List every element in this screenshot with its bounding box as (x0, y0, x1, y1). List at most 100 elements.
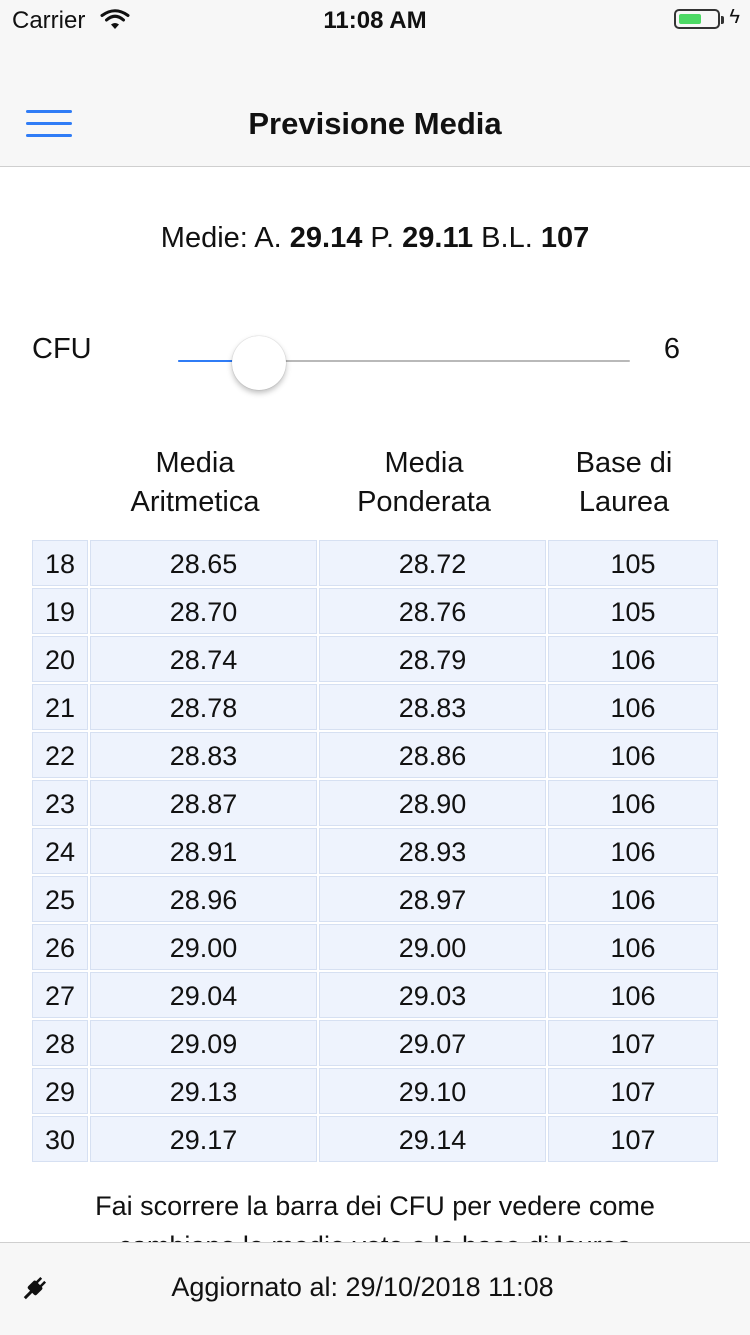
cell-arithmetic-average: 28.78 (90, 684, 317, 730)
cfu-label: CFU (32, 333, 92, 365)
table-row: 28 29.09 29.07 107 (32, 1020, 718, 1068)
cell-weighted-average: 28.93 (319, 828, 546, 874)
cell-cfu-grade: 24 (32, 828, 88, 874)
cell-weighted-average: 29.10 (319, 1068, 546, 1114)
cell-weighted-average: 28.83 (319, 684, 546, 730)
arithmetic-average-value: 29.14 (289, 222, 363, 254)
cell-arithmetic-average: 28.65 (90, 540, 317, 586)
cell-arithmetic-average: 28.83 (90, 732, 317, 778)
header-line: Media (384, 447, 464, 479)
table-row: 30 29.17 29.14 107 (32, 1116, 718, 1164)
cell-cfu-grade: 21 (32, 684, 88, 730)
header-line: Laurea (578, 486, 670, 518)
table-row: 18 28.65 28.72 105 (32, 540, 718, 588)
weighted-average-value: 29.11 (402, 222, 474, 254)
table-row: 22 28.83 28.86 106 (32, 732, 718, 780)
cell-degree-base: 106 (548, 636, 718, 682)
cell-degree-base: 106 (548, 828, 718, 874)
header-weighted-average: Media Ponderata (319, 444, 529, 522)
cfu-value: 6 (663, 333, 680, 365)
cell-weighted-average: 28.79 (319, 636, 546, 682)
cell-arithmetic-average: 29.04 (90, 972, 317, 1018)
weighted-label: P. (362, 222, 403, 254)
cell-cfu-grade: 28 (32, 1020, 88, 1066)
cell-weighted-average: 28.97 (319, 876, 546, 922)
cell-degree-base: 105 (548, 540, 718, 586)
cell-weighted-average: 28.86 (319, 732, 546, 778)
plug-icon[interactable] (18, 1273, 50, 1310)
cell-degree-base: 106 (548, 972, 718, 1018)
cfu-slider[interactable] (178, 336, 630, 390)
cell-degree-base: 107 (548, 1068, 718, 1114)
arithmetic-label: A. (254, 222, 290, 254)
last-updated-label: Aggiornato al: 29/10/2018 11:08 (171, 1272, 554, 1302)
header-line: Ponderata (357, 486, 491, 518)
header-line: Aritmetica (130, 486, 260, 518)
cell-cfu-grade: 20 (32, 636, 88, 682)
cell-weighted-average: 29.00 (319, 924, 546, 970)
cell-weighted-average: 28.72 (319, 540, 546, 586)
page-title: Previsione Media (248, 106, 502, 141)
cell-cfu-grade: 26 (32, 924, 88, 970)
instructions-text: Fai scorrere la barra dei CFU per vedere… (95, 1191, 655, 1242)
cell-degree-base: 105 (548, 588, 718, 634)
status-bar: Carrier 11:08 AM ϟ (0, 0, 750, 40)
status-time: 11:08 AM (323, 7, 427, 34)
slider-track (178, 360, 630, 362)
cell-cfu-grade: 25 (32, 876, 88, 922)
wifi-icon (100, 9, 130, 36)
cell-cfu-grade: 22 (32, 732, 88, 778)
cell-degree-base: 107 (548, 1020, 718, 1066)
table-row: 21 28.78 28.83 106 (32, 684, 718, 732)
header-line: Media (155, 447, 235, 479)
table-row: 29 29.13 29.10 107 (32, 1068, 718, 1116)
cell-arithmetic-average: 28.70 (90, 588, 317, 634)
cell-arithmetic-average: 28.74 (90, 636, 317, 682)
cell-weighted-average: 29.07 (319, 1020, 546, 1066)
prediction-table: 18 28.65 28.72 105 19 28.70 28.76 105 20 28.74 28.… (32, 540, 718, 1164)
cell-cfu-grade: 19 (32, 588, 88, 634)
degree-base-label: B.L. (473, 222, 541, 254)
cell-arithmetic-average: 29.13 (90, 1068, 317, 1114)
cell-cfu-grade: 23 (32, 780, 88, 826)
carrier-label: Carrier (12, 7, 86, 34)
cell-arithmetic-average: 28.91 (90, 828, 317, 874)
cell-weighted-average: 29.03 (319, 972, 546, 1018)
cell-cfu-grade: 27 (32, 972, 88, 1018)
table-row: 24 28.91 28.93 106 (32, 828, 718, 876)
cell-arithmetic-average: 29.00 (90, 924, 317, 970)
cell-degree-base: 106 (548, 876, 718, 922)
table-row: 25 28.96 28.97 106 (32, 876, 718, 924)
table-row: 20 28.74 28.79 106 (32, 636, 718, 684)
averages-summary: Medie: A. 29.14 P. 29.11 B.L. 107 (0, 222, 750, 255)
degree-base-value: 107 (540, 222, 590, 254)
cell-cfu-grade: 18 (32, 540, 88, 586)
header-degree-base: Base di Laurea (548, 444, 700, 522)
cell-cfu-grade: 29 (32, 1068, 88, 1114)
cell-arithmetic-average: 28.87 (90, 780, 317, 826)
summary-prefix: Medie: (160, 222, 255, 254)
table-row: 23 28.87 28.90 106 (32, 780, 718, 828)
table-row: 27 29.04 29.03 106 (32, 972, 718, 1020)
table-row: 19 28.70 28.76 105 (32, 588, 718, 636)
navigation-bar: Previsione Media (0, 40, 750, 167)
cell-degree-base: 106 (548, 732, 718, 778)
cell-weighted-average: 28.76 (319, 588, 546, 634)
cell-degree-base: 106 (548, 684, 718, 730)
cell-cfu-grade: 30 (32, 1116, 88, 1162)
charging-icon: ϟ (729, 6, 740, 28)
cell-arithmetic-average: 28.96 (90, 876, 317, 922)
cell-weighted-average: 29.14 (319, 1116, 546, 1162)
cell-degree-base: 106 (548, 780, 718, 826)
cell-arithmetic-average: 29.09 (90, 1020, 317, 1066)
slider-thumb[interactable] (232, 336, 286, 390)
battery-icon (674, 9, 724, 29)
header-line: Base di (575, 447, 673, 479)
cell-weighted-average: 28.90 (319, 780, 546, 826)
cell-degree-base: 107 (548, 1116, 718, 1162)
table-row: 26 29.00 29.00 106 (32, 924, 718, 972)
cell-degree-base: 106 (548, 924, 718, 970)
slider-fill (178, 360, 259, 362)
hamburger-menu-icon[interactable] (26, 110, 72, 138)
cell-arithmetic-average: 29.17 (90, 1116, 317, 1162)
